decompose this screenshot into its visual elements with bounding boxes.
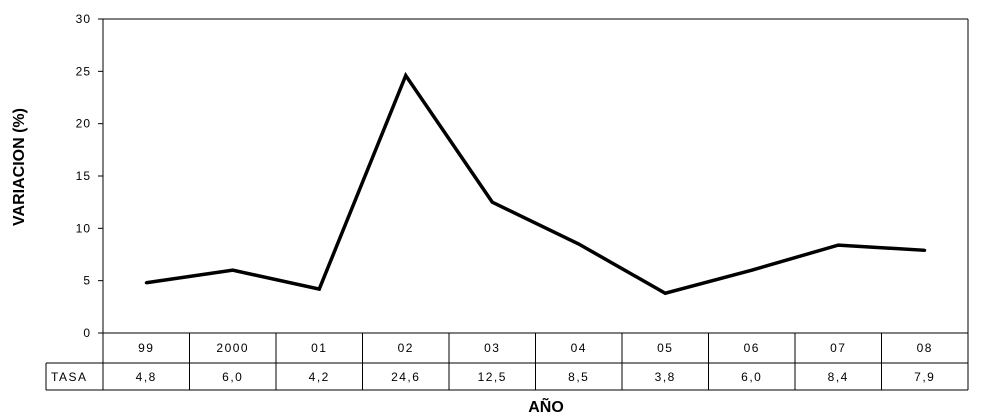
table-value-cell: 6,0 xyxy=(741,370,762,384)
table-value-cell: 7,9 xyxy=(914,370,935,384)
x-tick-label: 05 xyxy=(657,341,673,355)
x-tick-label: 99 xyxy=(138,341,154,355)
table-value-cell: 8,5 xyxy=(568,370,589,384)
x-tick-label: 06 xyxy=(744,341,760,355)
data-point xyxy=(577,242,581,246)
data-table: TASA 99 4,8 2000 6,0 01 4,2 02 24,6 03 12,5 04 8,5 05… xyxy=(45,332,969,391)
y-tick-label: 30 xyxy=(76,12,91,26)
x-tick-label: 04 xyxy=(571,341,587,355)
y-tick-label: 15 xyxy=(76,169,91,183)
table-value-cell: 4,8 xyxy=(136,370,157,384)
data-point xyxy=(231,268,235,272)
table-value-cell: 6,0 xyxy=(222,370,243,384)
data-point xyxy=(836,243,840,247)
y-tick-label: 0 xyxy=(83,326,91,340)
table-value-cell: 3,8 xyxy=(655,370,676,384)
table-row-label: TASA xyxy=(51,370,87,384)
y-axis-title: VARIACION (%) xyxy=(11,108,28,226)
table-value-cell: 24,6 xyxy=(391,370,420,384)
y-axis: 0 5 10 15 20 25 30 xyxy=(76,12,103,340)
data-point xyxy=(317,287,321,291)
data-point xyxy=(923,248,927,252)
x-tick-label: 08 xyxy=(917,341,933,355)
y-tick-label: 5 xyxy=(83,274,91,288)
data-point xyxy=(750,268,754,272)
x-tick-label: 03 xyxy=(484,341,500,355)
data-point xyxy=(144,281,148,285)
x-tick-label: 01 xyxy=(311,341,327,355)
data-point xyxy=(404,74,408,78)
x-axis-title: AÑO xyxy=(528,396,564,416)
table-value-cell: 12,5 xyxy=(478,370,507,384)
y-tick-label: 10 xyxy=(76,221,91,235)
plot-area xyxy=(102,18,969,333)
data-point xyxy=(490,200,494,204)
y-tick-label: 25 xyxy=(76,64,91,78)
series-layer xyxy=(144,71,927,296)
table-value-cell: 8,4 xyxy=(828,370,849,384)
y-tick-label: 20 xyxy=(76,117,91,131)
x-tick-label: 2000 xyxy=(216,341,249,355)
x-tick-label: 02 xyxy=(398,341,414,355)
series-line-tasa xyxy=(145,71,925,296)
x-tick-label: 07 xyxy=(830,341,846,355)
data-point xyxy=(663,291,667,295)
table-value-cell: 4,2 xyxy=(309,370,330,384)
